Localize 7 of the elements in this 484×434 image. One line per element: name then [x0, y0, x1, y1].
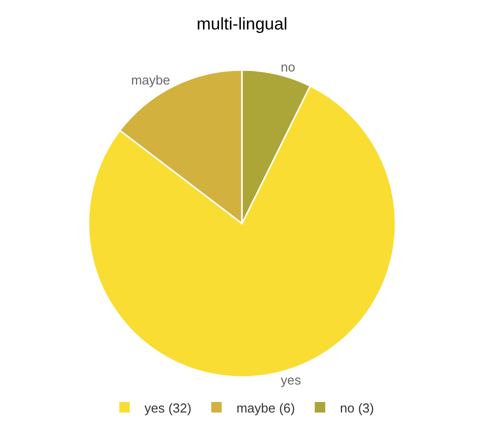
legend-label: no (3)	[340, 400, 374, 416]
text: no	[280, 59, 296, 74]
legend-label: maybe (6)	[236, 400, 295, 416]
text: yes	[280, 372, 302, 388]
legend-label: yes (32)	[144, 400, 192, 416]
text: maybe	[131, 72, 170, 88]
chart-title: multi-lingual	[196, 14, 288, 34]
